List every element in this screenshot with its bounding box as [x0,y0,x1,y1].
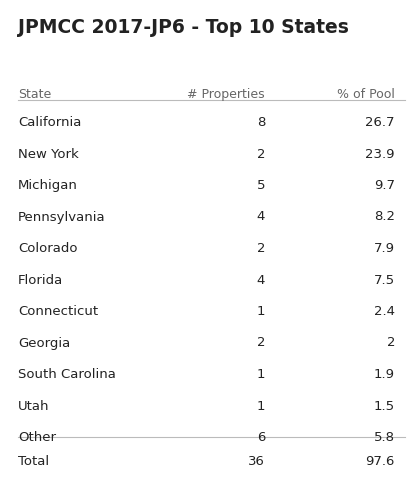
Text: # Properties: # Properties [187,88,265,101]
Text: 36: 36 [248,455,265,468]
Text: 97.6: 97.6 [366,455,395,468]
Text: South Carolina: South Carolina [18,368,116,381]
Text: 2: 2 [386,337,395,350]
Text: 1: 1 [257,368,265,381]
Text: JPMCC 2017-JP6 - Top 10 States: JPMCC 2017-JP6 - Top 10 States [18,18,349,37]
Text: 4: 4 [257,210,265,224]
Text: Georgia: Georgia [18,337,70,350]
Text: 2: 2 [257,337,265,350]
Text: 1: 1 [257,399,265,412]
Text: State: State [18,88,51,101]
Text: 2: 2 [257,242,265,255]
Text: 9.7: 9.7 [374,179,395,192]
Text: Florida: Florida [18,274,63,286]
Text: New York: New York [18,148,79,161]
Text: 2: 2 [257,148,265,161]
Text: 2.4: 2.4 [374,305,395,318]
Text: California: California [18,116,81,129]
Text: 4: 4 [257,274,265,286]
Text: Utah: Utah [18,399,50,412]
Text: 6: 6 [257,431,265,444]
Text: Colorado: Colorado [18,242,78,255]
Text: 23.9: 23.9 [365,148,395,161]
Text: 7.5: 7.5 [374,274,395,286]
Text: Connecticut: Connecticut [18,305,98,318]
Text: Pennsylvania: Pennsylvania [18,210,105,224]
Text: 8.2: 8.2 [374,210,395,224]
Text: 1: 1 [257,305,265,318]
Text: 5: 5 [257,179,265,192]
Text: Other: Other [18,431,56,444]
Text: 7.9: 7.9 [374,242,395,255]
Text: 1.9: 1.9 [374,368,395,381]
Text: 26.7: 26.7 [365,116,395,129]
Text: Total: Total [18,455,49,468]
Text: 8: 8 [257,116,265,129]
Text: 1.5: 1.5 [374,399,395,412]
Text: % of Pool: % of Pool [337,88,395,101]
Text: Michigan: Michigan [18,179,78,192]
Text: 5.8: 5.8 [374,431,395,444]
